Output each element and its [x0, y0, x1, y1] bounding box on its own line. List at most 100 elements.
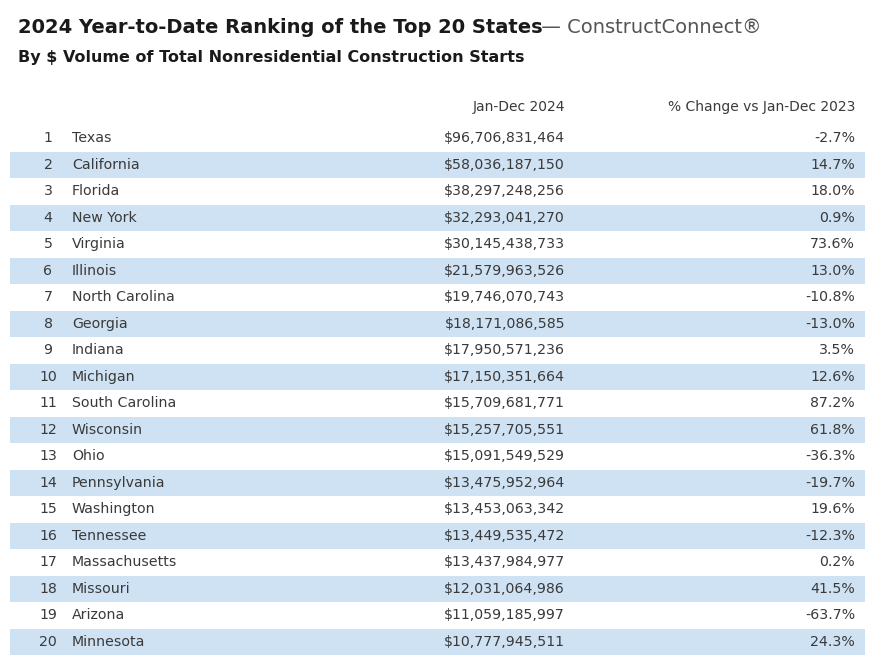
Text: $15,091,549,529: $15,091,549,529 — [444, 450, 565, 464]
Text: $21,579,963,526: $21,579,963,526 — [444, 263, 565, 277]
Text: $13,437,984,977: $13,437,984,977 — [444, 555, 565, 569]
Text: -19.7%: -19.7% — [805, 476, 855, 490]
Text: 18: 18 — [39, 582, 57, 596]
Text: South Carolina: South Carolina — [72, 396, 176, 410]
Bar — [10, 522, 865, 549]
Text: -13.0%: -13.0% — [805, 317, 855, 331]
Text: 16: 16 — [39, 529, 57, 543]
Text: 11: 11 — [39, 396, 57, 410]
Text: $13,449,535,472: $13,449,535,472 — [444, 529, 565, 543]
Text: $17,950,571,236: $17,950,571,236 — [444, 344, 565, 358]
Text: 20: 20 — [39, 635, 57, 649]
Text: 12.6%: 12.6% — [810, 370, 855, 384]
Text: $12,031,064,986: $12,031,064,986 — [444, 582, 565, 596]
Text: 2: 2 — [44, 158, 52, 171]
Text: 3: 3 — [44, 184, 52, 198]
Text: -10.8%: -10.8% — [805, 290, 855, 304]
Text: 8: 8 — [44, 317, 52, 331]
Bar — [10, 416, 865, 443]
Text: 1: 1 — [44, 131, 52, 145]
Bar — [10, 602, 865, 628]
Bar — [10, 628, 865, 655]
Text: Pennsylvania: Pennsylvania — [72, 476, 165, 490]
Text: New York: New York — [72, 211, 136, 225]
Text: $19,746,070,743: $19,746,070,743 — [444, 290, 565, 304]
Text: Georgia: Georgia — [72, 317, 128, 331]
Bar — [10, 549, 865, 576]
Text: 10: 10 — [39, 370, 57, 384]
Text: $13,475,952,964: $13,475,952,964 — [444, 476, 565, 490]
Text: North Carolina: North Carolina — [72, 290, 175, 304]
Text: 87.2%: 87.2% — [810, 396, 855, 410]
Text: 15: 15 — [39, 502, 57, 516]
Bar — [10, 470, 865, 496]
Text: $17,150,351,664: $17,150,351,664 — [444, 370, 565, 384]
Bar — [10, 576, 865, 602]
Text: Florida: Florida — [72, 184, 120, 198]
Text: $58,036,187,150: $58,036,187,150 — [444, 158, 565, 171]
Text: 14: 14 — [39, 476, 57, 490]
Text: Illinois: Illinois — [72, 263, 117, 277]
Text: 14.7%: 14.7% — [810, 158, 855, 171]
Text: 24.3%: 24.3% — [810, 635, 855, 649]
Text: $18,171,086,585: $18,171,086,585 — [444, 317, 565, 331]
Text: $96,706,831,464: $96,706,831,464 — [444, 131, 565, 145]
Text: Michigan: Michigan — [72, 370, 136, 384]
Text: Jan-Dec 2024: Jan-Dec 2024 — [473, 100, 565, 114]
Bar — [10, 284, 865, 311]
Text: 2024 Year-to-Date Ranking of the Top 20 States: 2024 Year-to-Date Ranking of the Top 20 … — [18, 18, 542, 37]
Text: 7: 7 — [44, 290, 52, 304]
Text: Missouri: Missouri — [72, 582, 130, 596]
Text: 19.6%: 19.6% — [810, 502, 855, 516]
Text: 4: 4 — [44, 211, 52, 225]
Text: Tennessee: Tennessee — [72, 529, 146, 543]
Text: $11,059,185,997: $11,059,185,997 — [444, 608, 565, 622]
Text: 13.0%: 13.0% — [810, 263, 855, 277]
Text: $15,709,681,771: $15,709,681,771 — [444, 396, 565, 410]
Bar — [10, 337, 865, 364]
Text: $30,145,438,733: $30,145,438,733 — [444, 237, 565, 251]
Text: 12: 12 — [39, 423, 57, 437]
Text: 73.6%: 73.6% — [810, 237, 855, 251]
Bar — [10, 178, 865, 205]
Bar — [10, 311, 865, 337]
Text: 17: 17 — [39, 555, 57, 569]
Text: Ohio: Ohio — [72, 450, 105, 464]
Bar — [10, 205, 865, 231]
Text: By $ Volume of Total Nonresidential Construction Starts: By $ Volume of Total Nonresidential Cons… — [18, 50, 524, 65]
Text: $15,257,705,551: $15,257,705,551 — [444, 423, 565, 437]
Text: Indiana: Indiana — [72, 344, 124, 358]
Text: Washington: Washington — [72, 502, 156, 516]
Bar — [10, 364, 865, 390]
Text: 61.8%: 61.8% — [810, 423, 855, 437]
Bar — [10, 151, 865, 178]
Text: 3.5%: 3.5% — [819, 344, 855, 358]
Text: % Change vs Jan-Dec 2023: % Change vs Jan-Dec 2023 — [668, 100, 855, 114]
Text: Minnesota: Minnesota — [72, 635, 145, 649]
Text: Massachusetts: Massachusetts — [72, 555, 178, 569]
Text: — ConstructConnect®: — ConstructConnect® — [535, 18, 761, 37]
Bar — [10, 443, 865, 470]
Bar — [10, 125, 865, 151]
Text: -2.7%: -2.7% — [814, 131, 855, 145]
Text: 41.5%: 41.5% — [810, 582, 855, 596]
Text: Virginia: Virginia — [72, 237, 126, 251]
Text: Texas: Texas — [72, 131, 111, 145]
Text: $32,293,041,270: $32,293,041,270 — [444, 211, 565, 225]
Text: Arizona: Arizona — [72, 608, 125, 622]
Text: 6: 6 — [44, 263, 52, 277]
Text: -12.3%: -12.3% — [805, 529, 855, 543]
Text: 0.9%: 0.9% — [819, 211, 855, 225]
Text: 18.0%: 18.0% — [810, 184, 855, 198]
Text: 5: 5 — [44, 237, 52, 251]
Text: -36.3%: -36.3% — [805, 450, 855, 464]
Bar — [10, 496, 865, 522]
Bar — [10, 231, 865, 257]
Text: $10,777,945,511: $10,777,945,511 — [444, 635, 565, 649]
Text: -63.7%: -63.7% — [805, 608, 855, 622]
Text: California: California — [72, 158, 140, 171]
Text: Wisconsin: Wisconsin — [72, 423, 144, 437]
Text: 13: 13 — [39, 450, 57, 464]
Text: 9: 9 — [44, 344, 52, 358]
Text: $38,297,248,256: $38,297,248,256 — [444, 184, 565, 198]
